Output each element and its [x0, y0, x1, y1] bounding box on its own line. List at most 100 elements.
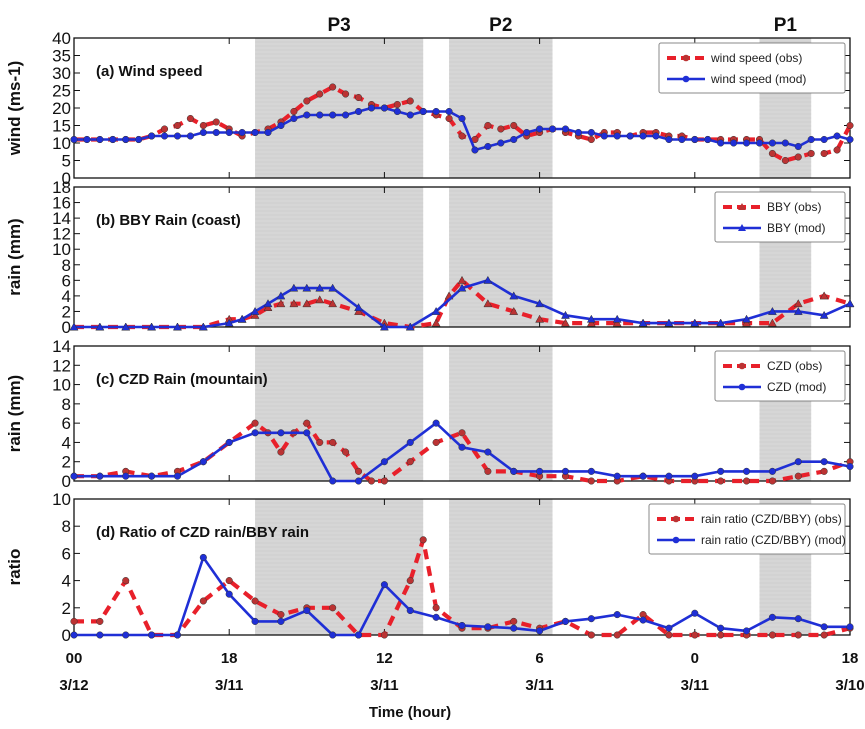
data-point-obs	[199, 597, 207, 605]
data-point-obs	[328, 299, 338, 308]
x-axis-label: Time (hour)	[369, 704, 451, 721]
data-point-obs	[445, 114, 453, 123]
data-point-mod	[212, 128, 220, 137]
data-point-mod	[471, 146, 479, 154]
data-point-mod	[690, 318, 700, 327]
data-point-obs	[717, 477, 725, 485]
data-point-obs	[315, 295, 325, 304]
legend-label-obs: rain ratio (CZD/BBY) (obs)	[701, 512, 842, 526]
data-point-obs	[612, 318, 622, 327]
data-point-obs	[432, 438, 440, 446]
data-point-obs	[768, 631, 776, 639]
data-point-mod	[186, 132, 194, 140]
data-point-mod	[652, 132, 660, 140]
data-point-mod	[70, 631, 78, 639]
y-tick-label: 12	[52, 225, 71, 244]
y-tick-label: 6	[62, 414, 71, 433]
data-point-obs	[354, 306, 363, 315]
data-point-mod	[510, 135, 518, 144]
data-point-mod	[329, 631, 337, 639]
x-tick-hour: 18	[842, 650, 859, 667]
period-shade-p3	[255, 346, 424, 481]
data-point-obs	[419, 536, 427, 544]
legend-label-obs: BBY (obs)	[767, 200, 821, 214]
data-point-obs	[820, 467, 828, 475]
data-point-mod	[613, 472, 621, 480]
data-point-mod	[768, 613, 776, 621]
data-point-obs	[96, 617, 104, 625]
data-point-mod	[536, 627, 544, 635]
data-point-obs	[768, 149, 776, 158]
data-point-obs	[665, 631, 673, 639]
data-point-mod	[148, 472, 156, 480]
data-point-mod	[678, 135, 686, 144]
data-point-mod	[302, 283, 312, 292]
x-tick-hour: 00	[66, 650, 83, 667]
x-tick-date: 3/11	[215, 677, 243, 694]
data-point-obs	[303, 97, 311, 105]
data-point-obs	[303, 419, 311, 427]
data-point-mod	[380, 104, 388, 112]
data-point-mod	[316, 111, 324, 119]
data-point-mod	[820, 458, 828, 466]
y-axis-label: rain (mm)	[5, 218, 24, 295]
data-point-mod	[122, 472, 130, 480]
data-point-mod	[820, 135, 828, 144]
data-point-mod	[225, 438, 233, 446]
data-point-obs	[342, 90, 350, 98]
data-point-mod	[109, 135, 117, 144]
data-point-mod	[96, 631, 104, 639]
data-point-obs	[316, 90, 324, 98]
data-point-mod	[717, 467, 725, 475]
y-tick-label: 10	[52, 240, 71, 259]
data-point-mod	[820, 623, 828, 631]
legend-box	[714, 191, 846, 243]
data-point-obs	[793, 299, 803, 308]
data-point-obs	[160, 125, 169, 133]
y-tick-label: 0	[62, 472, 71, 491]
panel-title: (a) Wind speed	[96, 63, 203, 80]
data-point-mod	[419, 107, 427, 116]
data-point-obs	[742, 318, 751, 327]
data-point-obs	[251, 597, 259, 605]
y-tick-label: 0	[62, 318, 71, 337]
data-point-obs	[833, 146, 841, 154]
data-point-mod	[315, 283, 325, 292]
data-point-mod	[458, 443, 466, 451]
data-point-mod	[380, 458, 388, 466]
y-tick-label: 0	[62, 626, 71, 645]
data-point-obs	[276, 299, 286, 308]
data-point-mod	[367, 104, 376, 112]
data-point-obs	[380, 631, 388, 639]
data-point-mod	[354, 303, 363, 312]
data-point-mod	[458, 114, 466, 123]
data-point-mod	[497, 139, 505, 147]
data-point-mod	[405, 322, 415, 331]
data-point-mod	[303, 606, 311, 615]
legend-box	[648, 503, 846, 555]
data-point-mod	[393, 107, 401, 116]
data-point-mod	[561, 467, 570, 475]
data-point-obs	[458, 132, 466, 140]
data-point-mod	[432, 107, 440, 116]
y-tick-label: 4	[62, 433, 71, 452]
data-point-mod	[406, 111, 414, 119]
data-point-obs	[509, 306, 519, 315]
legend-box	[658, 42, 846, 94]
data-point-obs	[458, 429, 466, 437]
data-point-mod	[600, 132, 608, 140]
data-point-obs	[484, 121, 492, 130]
legend-marker-obs	[738, 362, 746, 370]
data-point-obs	[510, 121, 518, 130]
data-point-obs	[186, 114, 194, 123]
data-point-mod	[548, 125, 557, 133]
data-point-mod	[691, 472, 699, 480]
data-point-mod	[768, 467, 776, 475]
data-point-mod	[691, 135, 699, 144]
data-point-obs	[251, 419, 259, 427]
y-tick-label: 12	[52, 356, 71, 375]
data-point-obs	[122, 577, 130, 585]
data-point-mod	[70, 472, 78, 480]
data-point-obs	[432, 604, 440, 612]
